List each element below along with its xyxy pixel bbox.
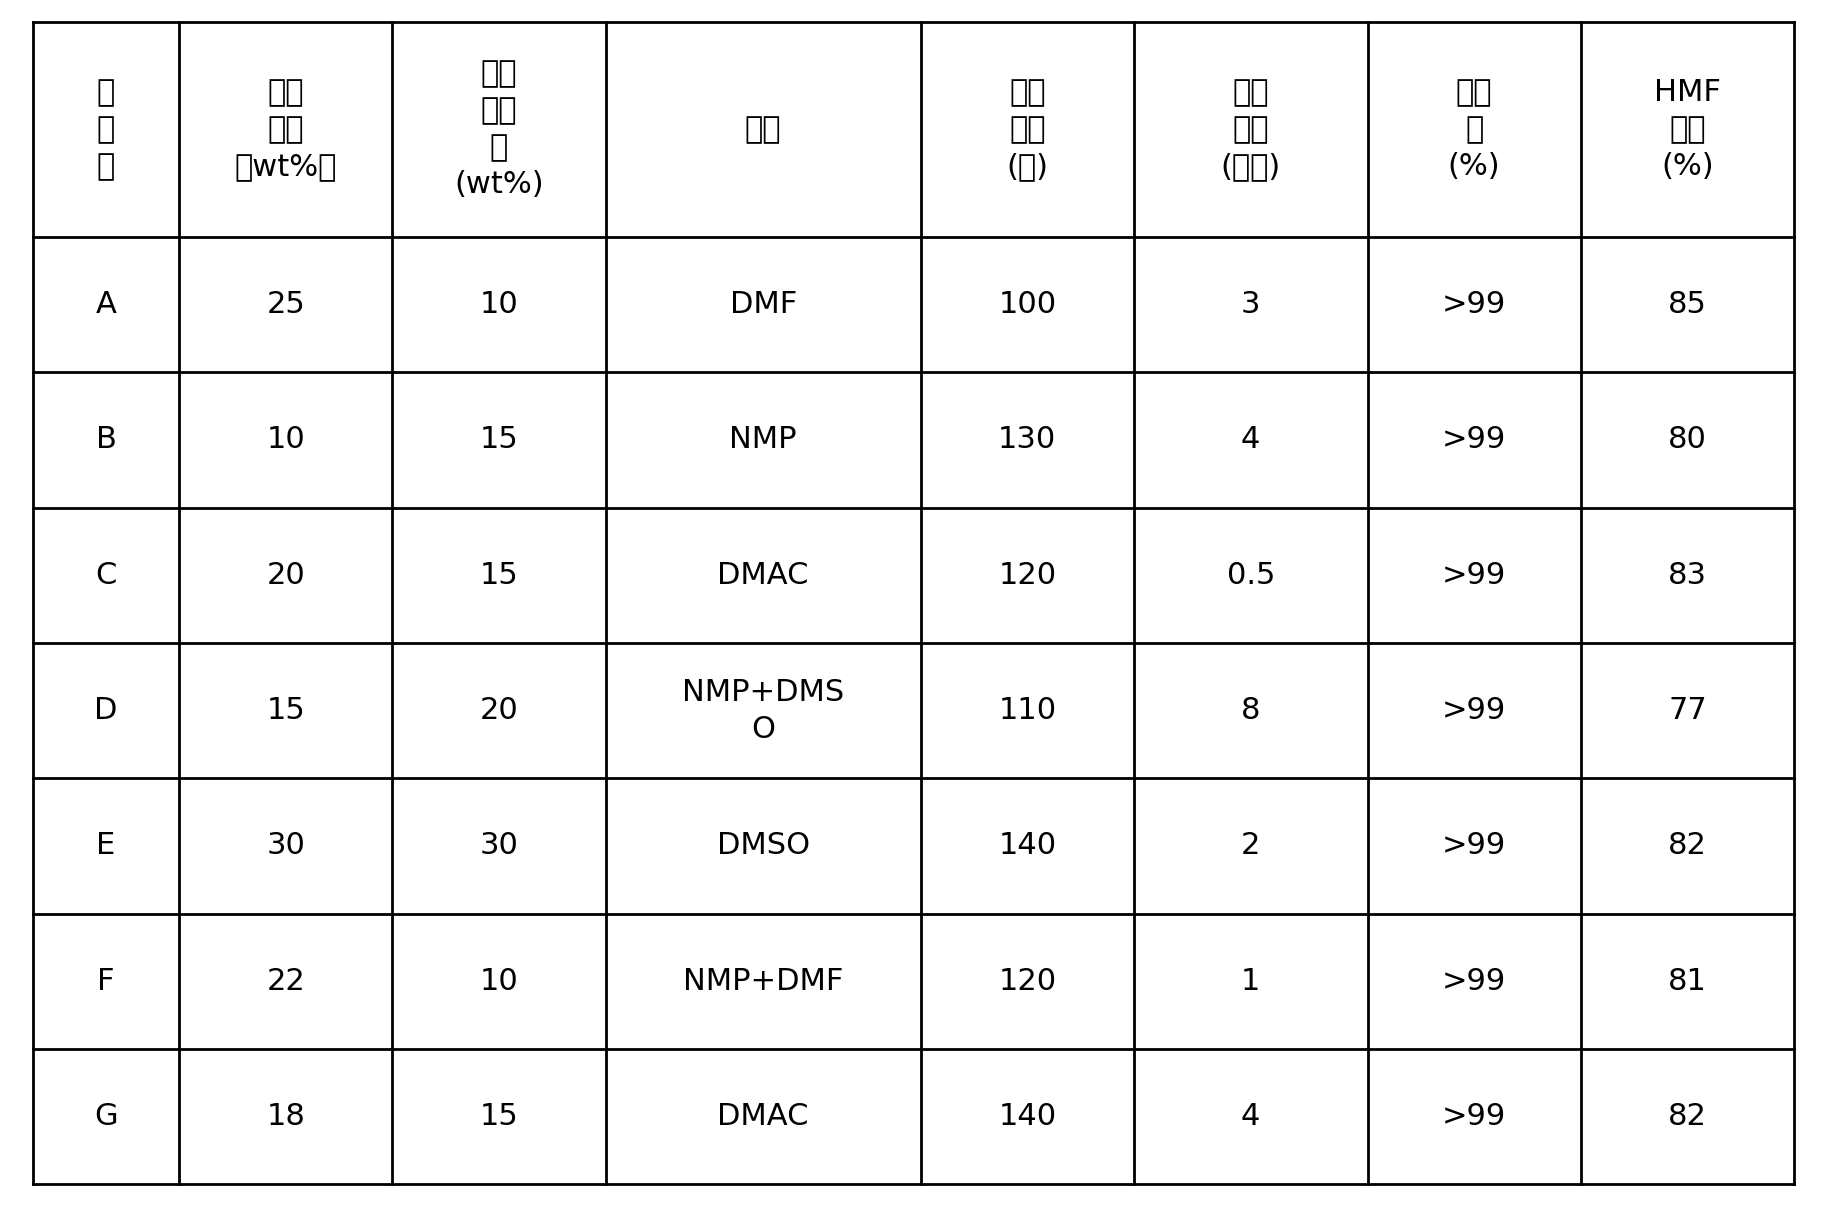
Text: 85: 85 [1668, 289, 1706, 318]
Text: >99: >99 [1442, 967, 1505, 996]
Text: 22: 22 [267, 967, 305, 996]
Text: C: C [95, 561, 117, 590]
Text: 110: 110 [998, 696, 1056, 725]
Text: 10: 10 [481, 289, 519, 318]
Text: 140: 140 [998, 831, 1056, 860]
Text: 80: 80 [1668, 426, 1706, 455]
Text: 果糖
浓度
（wt%）: 果糖 浓度 （wt%） [234, 77, 336, 181]
Text: >99: >99 [1442, 289, 1505, 318]
Text: A: A [95, 289, 117, 318]
Text: 催
化
剂: 催 化 剂 [97, 77, 115, 181]
Text: 2: 2 [1241, 831, 1261, 860]
Text: 4: 4 [1241, 426, 1261, 455]
Text: 0.5: 0.5 [1226, 561, 1275, 590]
Text: B: B [95, 426, 117, 455]
Text: >99: >99 [1442, 696, 1505, 725]
Text: 转化
率
(%): 转化 率 (%) [1447, 77, 1500, 181]
Text: F: F [97, 967, 115, 996]
Text: >99: >99 [1442, 1102, 1505, 1131]
Text: 1: 1 [1241, 967, 1261, 996]
Text: 18: 18 [267, 1102, 305, 1131]
Text: 140: 140 [998, 1102, 1056, 1131]
Text: D: D [95, 696, 117, 725]
Text: 反应
温度
(度): 反应 温度 (度) [1007, 77, 1049, 181]
Text: G: G [95, 1102, 117, 1131]
Text: 25: 25 [267, 289, 305, 318]
Text: DMAC: DMAC [718, 561, 809, 590]
Text: 81: 81 [1668, 967, 1706, 996]
Text: HMF
收率
(%): HMF 收率 (%) [1653, 77, 1721, 181]
Text: 15: 15 [481, 426, 519, 455]
Text: 10: 10 [267, 426, 305, 455]
Text: 溶剂: 溶剂 [745, 115, 782, 144]
Text: 催化
剂用
量
(wt%): 催化 剂用 量 (wt%) [455, 59, 544, 199]
Text: 120: 120 [998, 561, 1056, 590]
Text: 20: 20 [267, 561, 305, 590]
Text: 82: 82 [1668, 1102, 1706, 1131]
Text: DMSO: DMSO [716, 831, 809, 860]
Text: 8: 8 [1241, 696, 1261, 725]
Text: 15: 15 [481, 561, 519, 590]
Text: 15: 15 [481, 1102, 519, 1131]
Text: 120: 120 [998, 967, 1056, 996]
Text: 77: 77 [1668, 696, 1706, 725]
Text: 20: 20 [481, 696, 519, 725]
Text: NMP: NMP [729, 426, 797, 455]
Text: NMP+DMF: NMP+DMF [683, 967, 844, 996]
Text: 30: 30 [267, 831, 305, 860]
Text: 82: 82 [1668, 831, 1706, 860]
Text: 100: 100 [998, 289, 1056, 318]
Text: 15: 15 [267, 696, 305, 725]
Text: 130: 130 [998, 426, 1056, 455]
Text: DMF: DMF [729, 289, 797, 318]
Text: >99: >99 [1442, 426, 1505, 455]
Text: 83: 83 [1668, 561, 1706, 590]
Text: E: E [97, 831, 115, 860]
Text: NMP+DMS
O: NMP+DMS O [681, 678, 844, 744]
Text: DMAC: DMAC [718, 1102, 809, 1131]
Text: 4: 4 [1241, 1102, 1261, 1131]
Text: >99: >99 [1442, 831, 1505, 860]
Text: 10: 10 [481, 967, 519, 996]
Text: 反应
时间
(小时): 反应 时间 (小时) [1220, 77, 1281, 181]
Text: 30: 30 [481, 831, 519, 860]
Text: >99: >99 [1442, 561, 1505, 590]
Text: 3: 3 [1241, 289, 1261, 318]
